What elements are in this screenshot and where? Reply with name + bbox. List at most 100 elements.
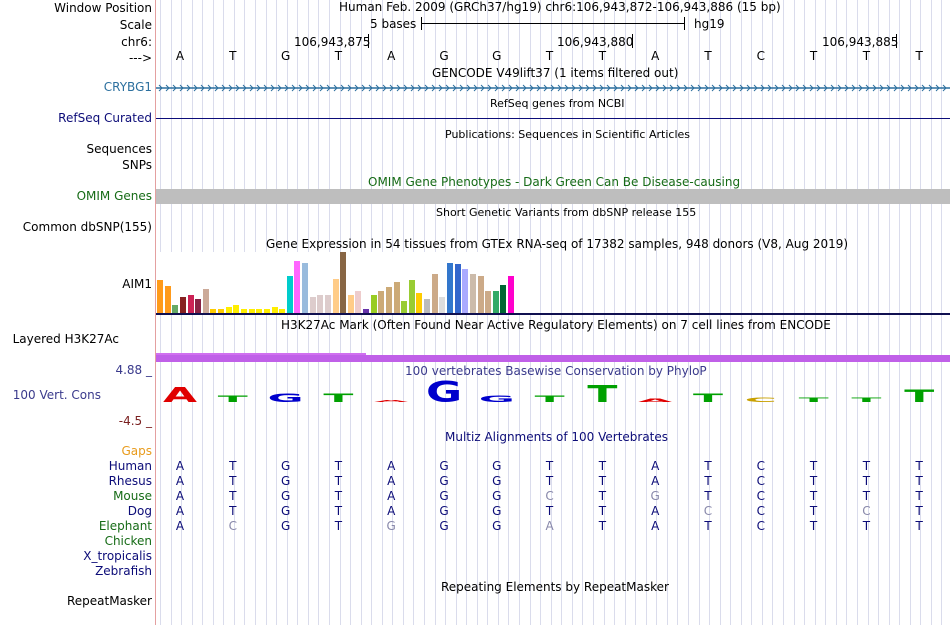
gtex-tissue-bar[interactable] — [157, 280, 164, 313]
gtex-tissue-bar[interactable] — [462, 269, 469, 313]
gtex-tissue-bar[interactable] — [263, 309, 270, 313]
strand-arrow — [893, 84, 898, 92]
omim-phenotype-bar[interactable] — [156, 189, 950, 204]
gtex-tissue-bar[interactable] — [370, 295, 377, 313]
gtex-tissue-bar[interactable] — [347, 295, 354, 313]
track-label-dbsnp[interactable]: Common dbSNP(155) — [22, 220, 152, 234]
gtex-tissue-bar[interactable] — [302, 263, 309, 313]
phylop-base-glyph: G — [268, 391, 304, 405]
aligned-base: T — [598, 459, 607, 473]
strand-arrow — [914, 84, 919, 92]
aligned-base: T — [809, 504, 818, 518]
track-label-gtex[interactable]: AIM1 — [122, 277, 152, 291]
track-label-gencode[interactable]: CRYBG1 — [103, 80, 152, 94]
gtex-tissue-bar[interactable] — [355, 291, 362, 313]
track-display-area[interactable]: Human Feb. 2009 (GRCh37/hg19) chr6:106,9… — [156, 0, 950, 625]
gtex-tissue-bar[interactable] — [500, 285, 507, 313]
gtex-tissue-bar[interactable] — [492, 291, 499, 313]
gtex-tissue-bar[interactable] — [332, 279, 339, 313]
gencode-gene-line[interactable] — [156, 82, 950, 94]
gtex-tissue-bar[interactable] — [431, 274, 438, 313]
phylop-base-glyph: A — [638, 398, 673, 403]
gtex-tissue-bar[interactable] — [416, 293, 423, 313]
h3k27ac-signal-bar[interactable] — [156, 355, 950, 362]
gridline — [540, 0, 541, 625]
gtex-tissue-bar[interactable] — [248, 309, 255, 313]
gtex-tissue-bar[interactable] — [485, 291, 492, 313]
gtex-tissue-bar[interactable] — [225, 307, 232, 313]
gridline — [614, 0, 615, 625]
position-label-1: 106,943,875 — [294, 35, 371, 49]
gtex-tissue-bar[interactable] — [469, 274, 476, 313]
strand-arrow — [886, 84, 891, 92]
gridline — [699, 0, 700, 625]
refseq-track-title: RefSeq genes from NCBI — [490, 97, 625, 110]
gtex-tissue-bar[interactable] — [294, 261, 301, 313]
gtex-tissue-bar[interactable] — [324, 295, 331, 313]
aligned-base: T — [598, 519, 607, 533]
gtex-tissue-bar[interactable] — [218, 309, 225, 313]
track-label-refseq[interactable]: RefSeq Curated — [58, 111, 152, 125]
track-label-h3k27ac[interactable]: Layered H3K27Ac — [12, 332, 119, 346]
gtex-tissue-bar[interactable] — [378, 291, 385, 313]
species-label-chicken[interactable]: Chicken — [104, 534, 152, 548]
species-label-elephant[interactable]: Elephant — [98, 519, 152, 533]
track-label-repeatmasker[interactable]: RepeatMasker — [66, 594, 152, 608]
species-label-zebrafish[interactable]: Zebrafish — [95, 564, 152, 578]
reference-base: T — [704, 49, 712, 63]
track-label-publications[interactable]: Sequences — [86, 142, 152, 156]
gtex-tissue-bar[interactable] — [385, 287, 392, 313]
species-label-x_tropicalis[interactable]: X_tropicalis — [83, 549, 152, 563]
track-label-omim[interactable]: OMIM Genes — [76, 189, 152, 203]
aligned-base: A — [175, 504, 185, 518]
phylop-base-glyph: T — [904, 386, 934, 406]
gtex-tissue-bar[interactable] — [210, 309, 217, 313]
gtex-tissue-bar[interactable] — [454, 264, 461, 313]
strand-arrow — [907, 84, 912, 92]
gtex-tissue-bar[interactable] — [439, 297, 446, 313]
strand-arrow — [788, 84, 793, 92]
species-label-human[interactable]: Human — [108, 459, 152, 473]
gtex-tissue-bar[interactable] — [408, 280, 415, 313]
track-label-phylop[interactable]: 100 Vert. Cons — [12, 388, 101, 402]
gridline — [846, 0, 847, 625]
gtex-tissue-bar[interactable] — [164, 286, 171, 313]
track-label-gaps[interactable]: Gaps — [121, 444, 152, 458]
gtex-tissue-bar[interactable] — [195, 299, 202, 313]
aligned-base: T — [704, 474, 712, 488]
species-label-mouse[interactable]: Mouse — [113, 489, 152, 503]
aligned-base: C — [756, 519, 765, 533]
gtex-tissue-bar[interactable] — [202, 289, 209, 313]
species-label-dog[interactable]: Dog — [127, 504, 152, 518]
gtex-tissue-bar[interactable] — [172, 305, 179, 313]
gtex-tissue-bar[interactable] — [393, 282, 400, 313]
gtex-tissue-bar[interactable] — [424, 299, 431, 313]
gtex-tissue-bar[interactable] — [477, 276, 484, 313]
gtex-tissue-bar[interactable] — [401, 301, 408, 313]
gtex-tissue-bar[interactable] — [179, 297, 186, 313]
aligned-base: T — [598, 489, 607, 503]
strand-arrow — [823, 84, 828, 92]
aligned-base: A — [651, 459, 660, 473]
h3k27ac-track-title: H3K27Ac Mark (Often Found Near Active Re… — [281, 318, 831, 332]
track-label-snps[interactable]: SNPs — [122, 158, 152, 172]
gtex-tissue-bar[interactable] — [340, 252, 347, 313]
gtex-tissue-bar[interactable] — [508, 276, 515, 313]
gtex-tissue-bar[interactable] — [271, 307, 278, 313]
gtex-tissue-bar[interactable] — [279, 309, 286, 313]
scale-label: Scale — [119, 18, 152, 32]
aligned-base: C — [862, 504, 871, 518]
gtex-tissue-bar[interactable] — [256, 309, 263, 313]
aligned-base: G — [650, 489, 660, 503]
refseq-gene-line[interactable] — [156, 118, 950, 119]
gtex-tissue-bar[interactable] — [446, 263, 453, 313]
gtex-tissue-bar[interactable] — [317, 295, 324, 313]
species-label-rhesus[interactable]: Rhesus — [108, 474, 152, 488]
gtex-tissue-bar[interactable] — [187, 295, 194, 313]
gtex-tissue-bar[interactable] — [240, 309, 247, 313]
gtex-tissue-bar[interactable] — [363, 309, 370, 313]
gtex-tissue-bar[interactable] — [309, 297, 316, 313]
gtex-tissue-bar[interactable] — [286, 276, 293, 313]
gtex-tissue-bar[interactable] — [233, 305, 240, 313]
